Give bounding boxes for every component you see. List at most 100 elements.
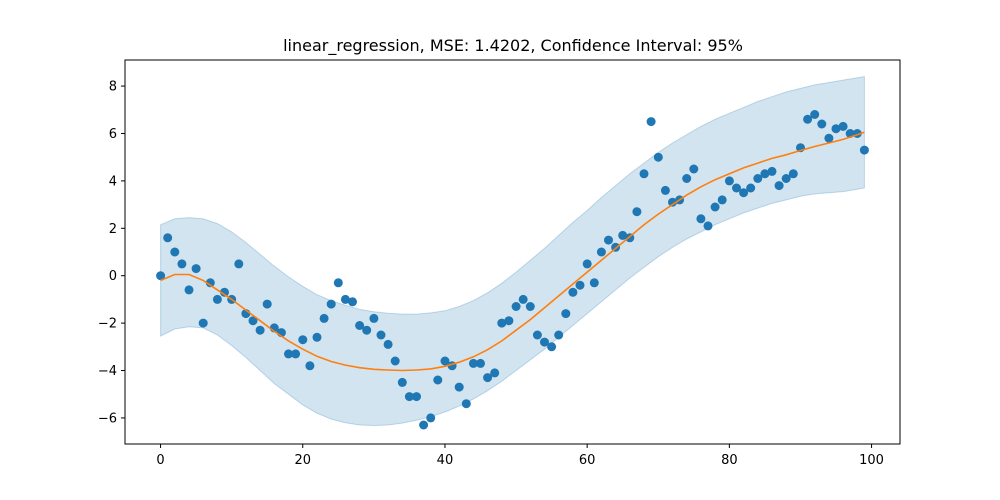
x-tick-label: 40 [437, 453, 454, 468]
data-point [433, 375, 443, 385]
data-point [305, 361, 315, 371]
x-tick-label: 60 [579, 453, 596, 468]
data-point [362, 325, 372, 335]
data-point [532, 330, 542, 340]
data-point [440, 356, 450, 366]
data-point [262, 299, 272, 309]
data-point [518, 294, 528, 304]
data-point [788, 169, 798, 179]
data-point [461, 399, 471, 409]
data-point [369, 313, 379, 323]
chart-title: linear_regression, MSE: 1.4202, Confiden… [283, 36, 743, 56]
data-point [255, 325, 265, 335]
y-tick-label: −6 [98, 411, 117, 426]
y-tick-label: 8 [109, 80, 117, 95]
data-point [717, 195, 727, 205]
data-point [810, 110, 820, 119]
y-tick-label: −4 [98, 364, 117, 379]
data-point [234, 259, 244, 269]
data-point [604, 235, 613, 245]
data-point [639, 169, 649, 179]
data-point [490, 368, 500, 378]
data-point [248, 316, 258, 326]
data-point [483, 373, 493, 383]
data-point [312, 332, 322, 342]
data-point [582, 259, 592, 269]
data-point [859, 145, 869, 155]
data-point [838, 121, 848, 131]
data-point [710, 202, 720, 212]
data-point [284, 349, 293, 359]
data-point [468, 358, 478, 368]
data-point [198, 318, 208, 328]
data-point [781, 174, 791, 183]
data-point [689, 164, 699, 174]
data-point [660, 185, 670, 195]
data-point [547, 342, 557, 352]
data-point [653, 152, 663, 162]
data-point [824, 133, 834, 143]
data-point [753, 174, 763, 183]
data-point [326, 299, 336, 309]
axes: 0 20 40 60 80 100 −6 −4 −2 0 2 4 6 8 [98, 80, 884, 468]
y-tick-label: 2 [109, 222, 117, 237]
data-point [746, 183, 756, 193]
data-point [817, 119, 827, 129]
data-point [767, 166, 777, 176]
x-tick-label: 0 [156, 453, 164, 468]
data-point [191, 264, 201, 274]
data-point [454, 382, 464, 392]
data-point [291, 349, 301, 359]
x-tick-label: 80 [721, 453, 738, 468]
data-point [476, 358, 485, 368]
fit-line [160, 131, 865, 372]
data-point [340, 294, 350, 304]
data-point [575, 280, 585, 290]
data-point [397, 377, 407, 387]
data-point [184, 285, 194, 295]
data-point [511, 302, 521, 311]
data-point [760, 169, 770, 179]
data-point [554, 330, 564, 340]
data-point [774, 181, 784, 191]
data-point [724, 176, 734, 186]
data-point [298, 335, 308, 345]
data-point [497, 318, 507, 328]
data-point [376, 330, 386, 340]
data-point [561, 309, 571, 319]
data-point [668, 197, 677, 207]
x-tick-label: 100 [859, 453, 884, 468]
data-point [319, 313, 329, 323]
data-point [589, 278, 599, 288]
data-point [419, 420, 429, 430]
data-point [170, 247, 180, 257]
axes-frame [124, 59, 901, 445]
data-point [540, 337, 549, 347]
data-point [568, 287, 578, 297]
data-point [504, 316, 514, 326]
data-point [618, 230, 628, 240]
y-tick-label: 0 [109, 269, 117, 284]
data-point [632, 207, 642, 217]
x-tick-label: 20 [294, 453, 311, 468]
data-point [205, 278, 215, 288]
data-point [803, 114, 813, 124]
data-point [732, 183, 741, 193]
data-point [156, 271, 166, 281]
data-point [404, 392, 414, 402]
data-point [831, 124, 841, 134]
data-point [596, 247, 606, 257]
data-point [383, 339, 393, 349]
data-point [696, 214, 706, 224]
data-point [212, 294, 222, 304]
data-point [412, 392, 421, 402]
data-point [739, 188, 749, 198]
data-point [220, 287, 229, 297]
data-point [177, 259, 187, 269]
y-tick-label: 4 [109, 174, 117, 189]
y-tick-label: −2 [98, 317, 117, 332]
data-point [703, 221, 713, 231]
confidence-band [160, 76, 865, 427]
